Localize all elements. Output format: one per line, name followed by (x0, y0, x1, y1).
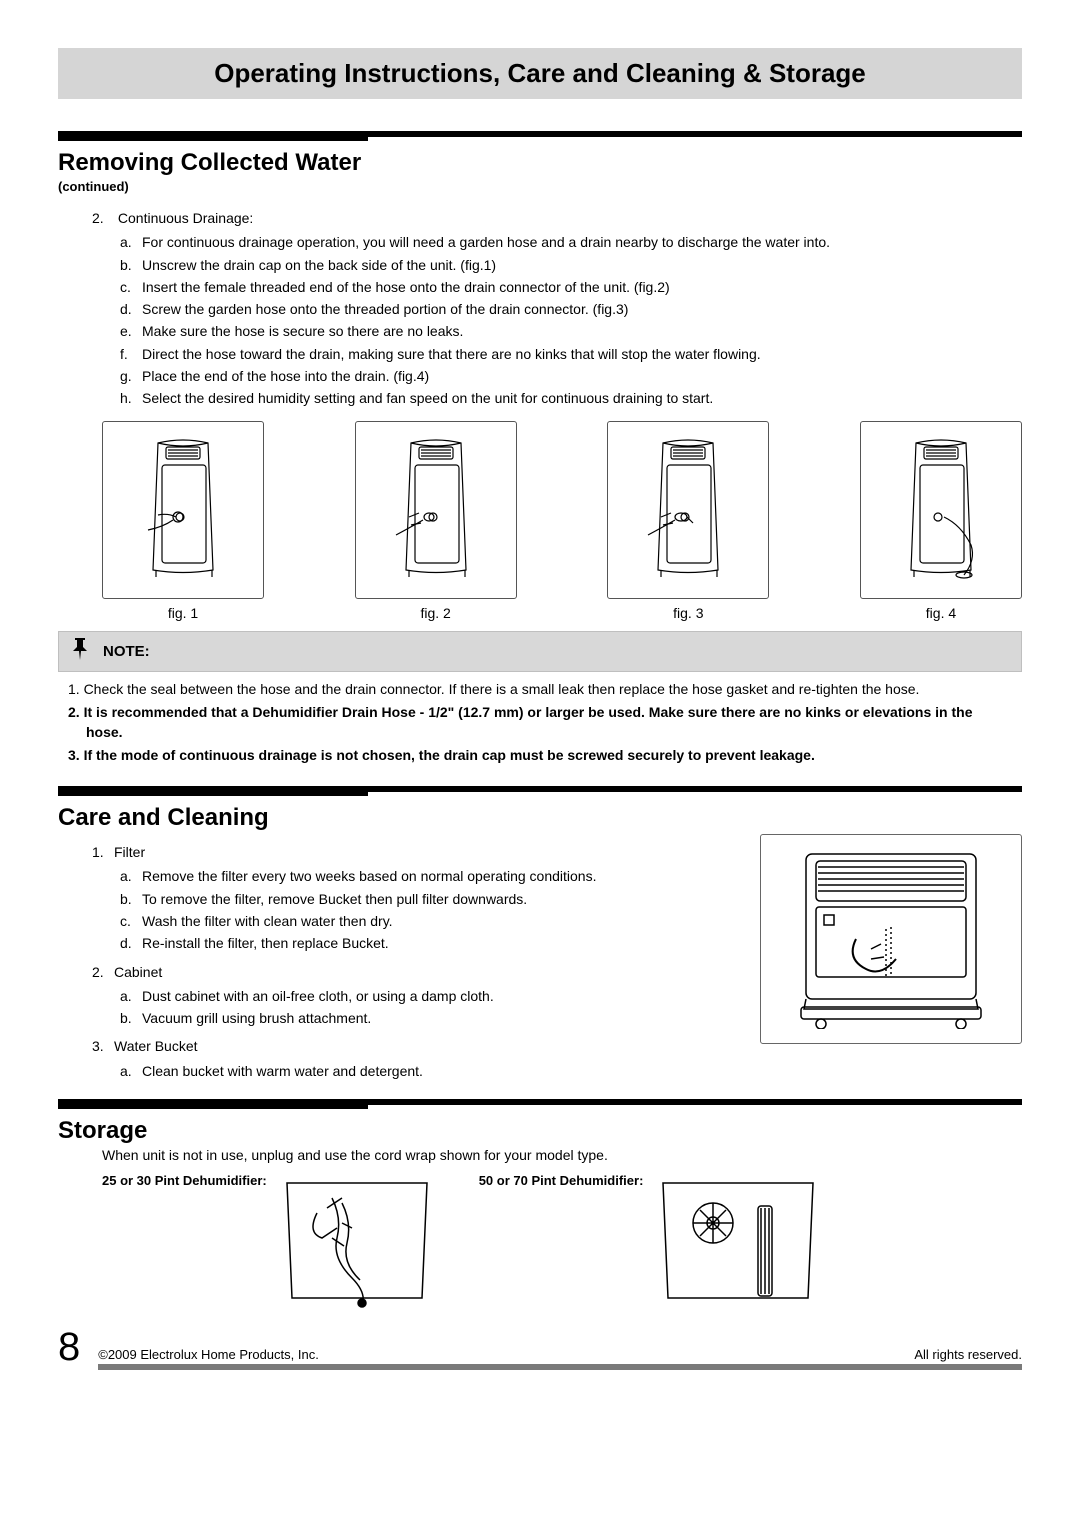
figure-caption: fig. 1 (102, 605, 264, 621)
care-substep: a.Dust cabinet with an oil-free cloth, o… (120, 986, 738, 1006)
section-title-care: Care and Cleaning (58, 804, 1022, 832)
care-item: 2.Cabinet (92, 962, 738, 982)
figure-caption: fig. 2 (355, 605, 517, 621)
note-item: 1. Check the seal between the hose and t… (68, 680, 1012, 700)
rights-text: All rights reserved. (914, 1347, 1022, 1362)
substep: d.Screw the garden hose onto the threade… (120, 299, 1022, 319)
step-number: 2. (92, 208, 114, 228)
care-substep: b.To remove the filter, remove Bucket th… (120, 889, 738, 909)
figure: fig. 3 (607, 421, 769, 621)
substep: f.Direct the hose toward the drain, maki… (120, 344, 1022, 364)
figure: fig. 2 (355, 421, 517, 621)
storage-label-25-30: 25 or 30 Pint Dehumidifier: (102, 1173, 267, 1188)
section-title-removing-water: Removing Collected Water (58, 149, 1022, 177)
section-rule (58, 786, 1022, 792)
care-substep: a.Remove the filter every two weeks base… (120, 866, 738, 886)
section-subtitle: (continued) (58, 179, 1022, 194)
storage-label-50-70: 50 or 70 Pint Dehumidifier: (479, 1173, 644, 1188)
figure-diagram (607, 421, 769, 599)
storage-diagram-small (277, 1173, 437, 1313)
figure-caption: fig. 4 (860, 605, 1022, 621)
care-item: 3.Water Bucket (92, 1036, 738, 1056)
figure: fig. 1 (102, 421, 264, 621)
care-content: 1.Filter a.Remove the filter every two we… (92, 834, 738, 1083)
step-label: Continuous Drainage: (118, 210, 253, 226)
page-footer: 8 ©2009 Electrolux Home Products, Inc. A… (58, 1325, 1022, 1370)
substep: b.Unscrew the drain cap on the back side… (120, 255, 1022, 275)
care-substep: c.Wash the filter with clean water then … (120, 911, 738, 931)
substep: c.Insert the female threaded end of the … (120, 277, 1022, 297)
figures-row: fig. 1 fig. 2 fig. 3 fig. 4 (102, 421, 1022, 621)
substep: h.Select the desired humidity setting an… (120, 388, 1022, 408)
note-item: 3. If the mode of continuous drainage is… (68, 746, 1012, 766)
care-substep: b.Vacuum grill using brush attachment. (120, 1008, 738, 1028)
figure: fig. 4 (860, 421, 1022, 621)
substep: a.For continuous drainage operation, you… (120, 232, 1022, 252)
pin-icon (69, 637, 91, 666)
section-rule (58, 1099, 1022, 1105)
section-title-storage: Storage (58, 1117, 1022, 1145)
figure-diagram (355, 421, 517, 599)
page-number: 8 (58, 1325, 80, 1370)
figure-caption: fig. 3 (607, 605, 769, 621)
substep: g.Place the end of the hose into the dra… (120, 366, 1022, 386)
section-rule (58, 131, 1022, 137)
note-label: NOTE: (103, 643, 150, 660)
note-list: 1. Check the seal between the hose and t… (68, 680, 1012, 766)
storage-diagram-large (653, 1173, 823, 1313)
note-bar: NOTE: (58, 631, 1022, 672)
storage-row: 25 or 30 Pint Dehumidifier: 50 or 70 Pin… (102, 1173, 1022, 1313)
copyright-text: ©2009 Electrolux Home Products, Inc. (98, 1347, 319, 1362)
care-substep: d.Re-install the filter, then replace Bu… (120, 933, 738, 953)
note-item: 2. It is recommended that a Dehumidifier… (68, 703, 1012, 742)
footer-rule (98, 1364, 1022, 1370)
page-banner: Operating Instructions, Care and Cleanin… (58, 48, 1022, 99)
care-substep: a.Clean bucket with warm water and deter… (120, 1061, 738, 1081)
figure-diagram (860, 421, 1022, 599)
storage-intro: When unit is not in use, unplug and use … (102, 1147, 1022, 1163)
figure-diagram (102, 421, 264, 599)
care-item: 1.Filter (92, 842, 738, 862)
section1-content: 2. Continuous Drainage: a.For continuous… (92, 208, 1022, 409)
care-diagram (760, 834, 1022, 1044)
substep: e.Make sure the hose is secure so there … (120, 321, 1022, 341)
